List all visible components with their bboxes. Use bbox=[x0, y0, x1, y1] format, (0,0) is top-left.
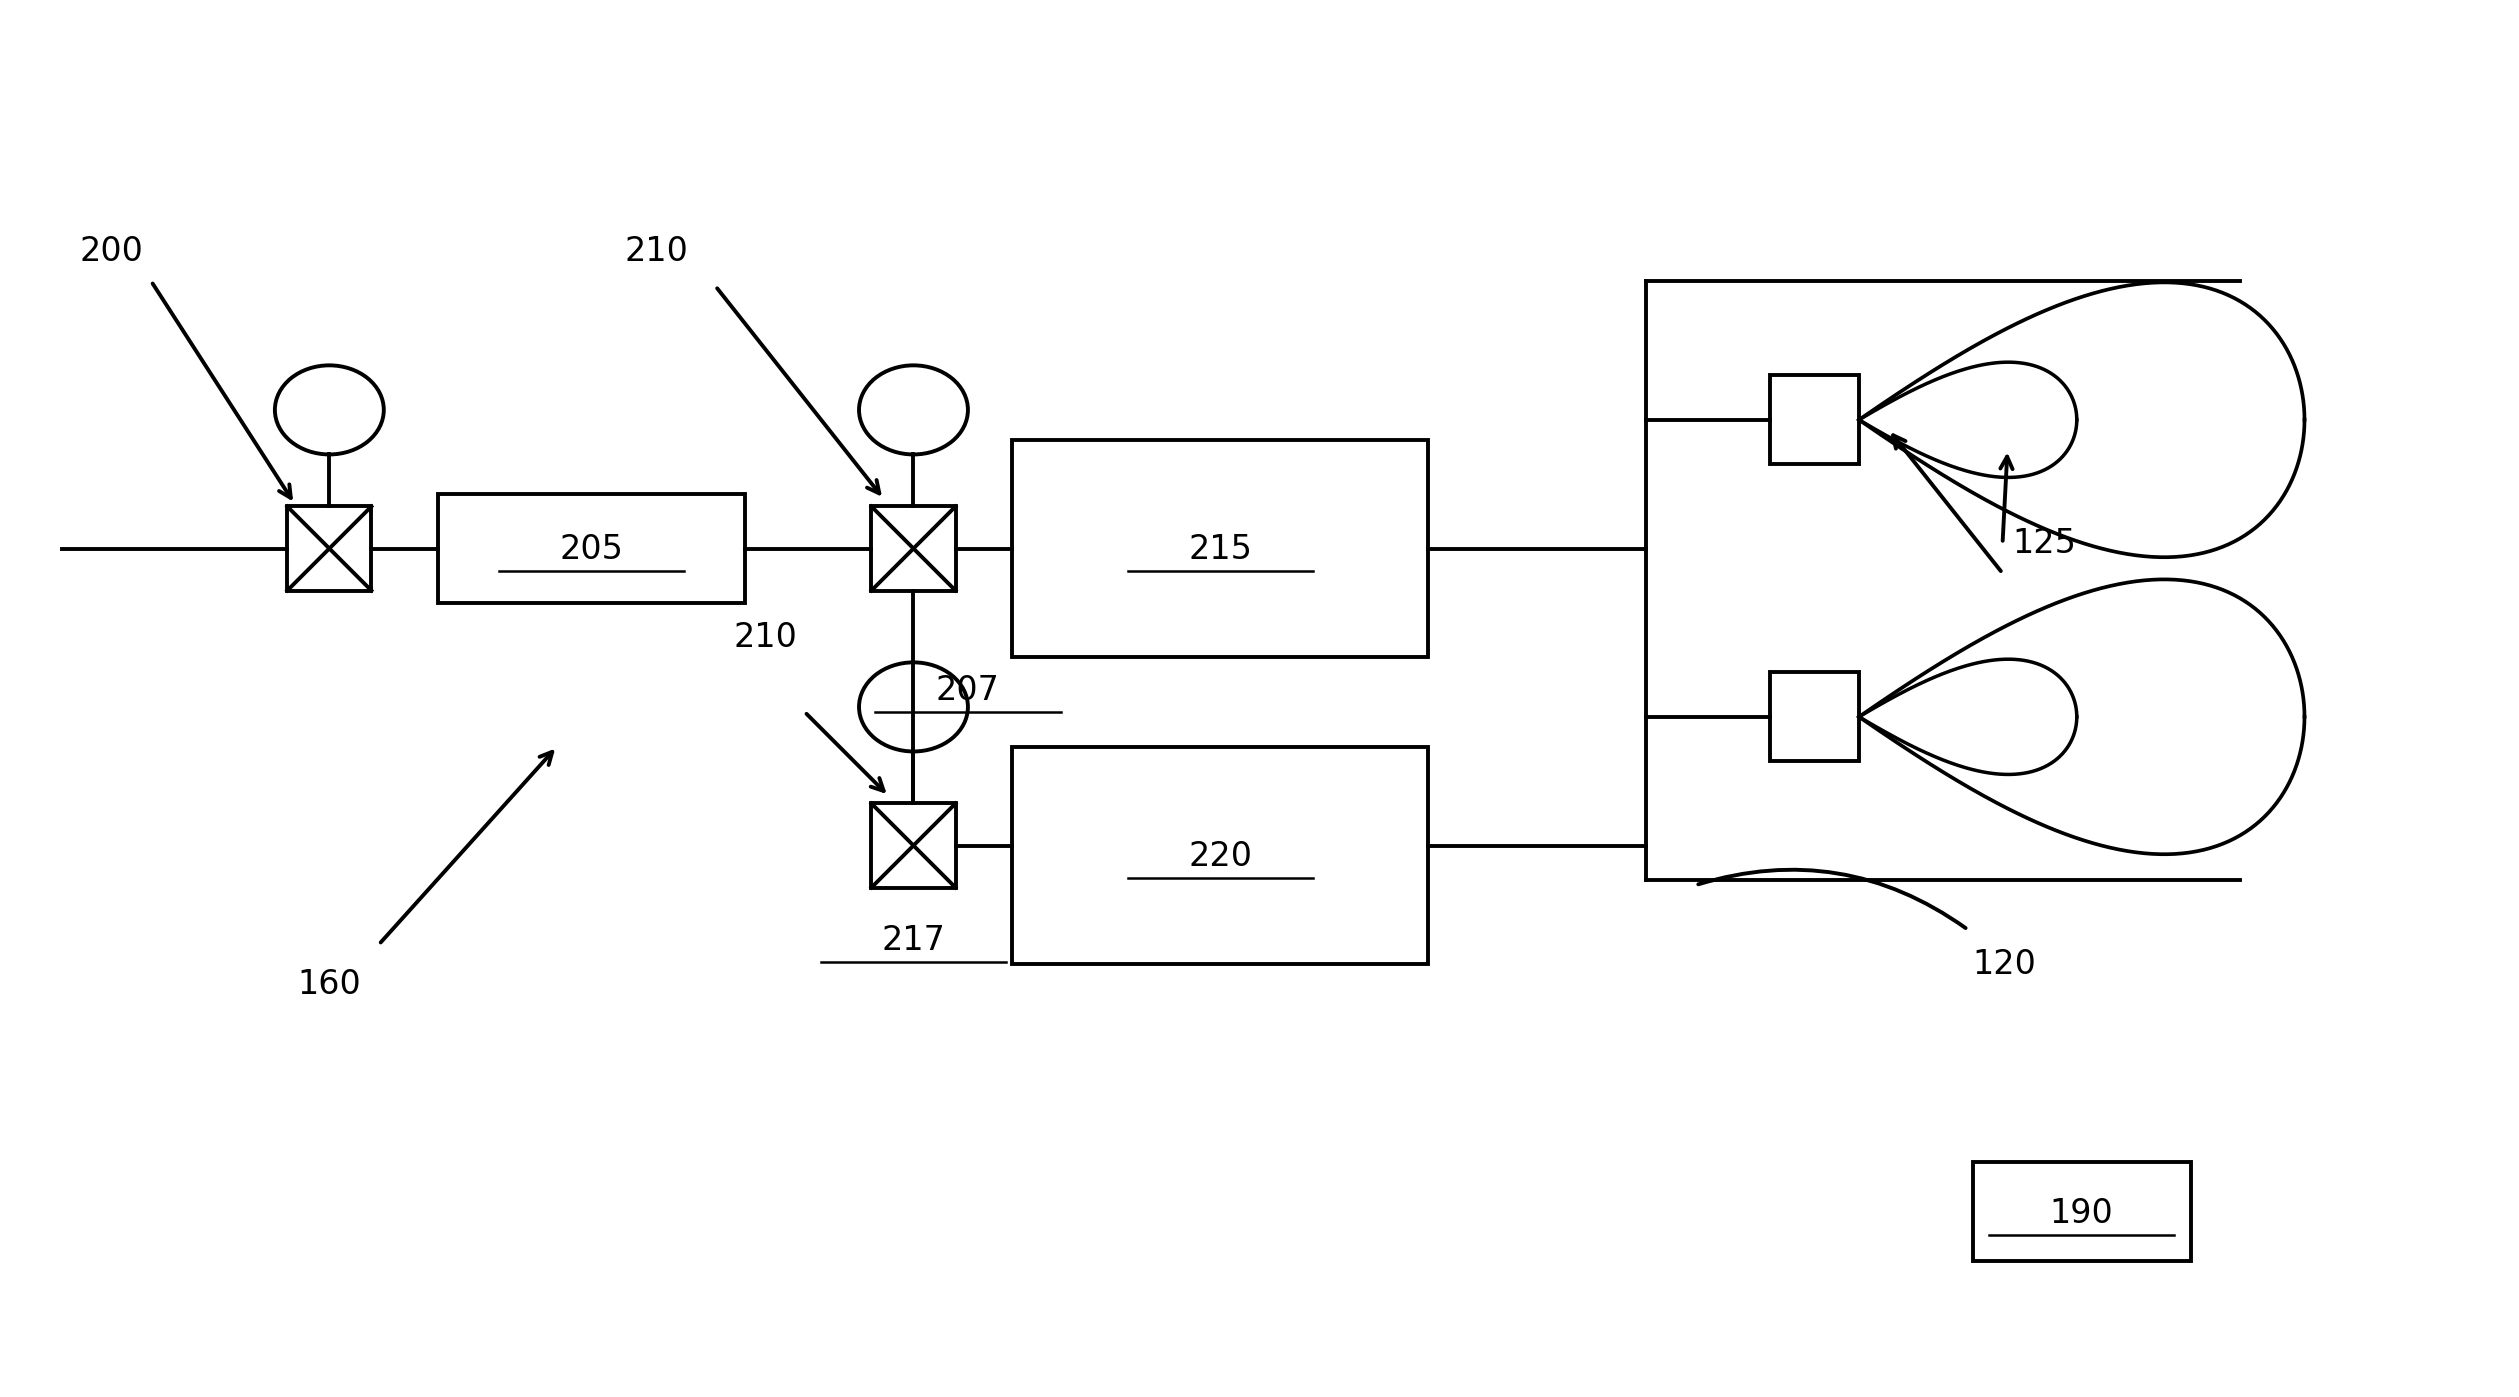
Bar bbox=[1771, 376, 1859, 464]
Text: 210: 210 bbox=[733, 622, 796, 654]
Bar bbox=[1013, 440, 1428, 658]
Bar bbox=[872, 803, 955, 887]
Bar bbox=[1972, 1162, 2192, 1261]
Text: 215: 215 bbox=[1189, 534, 1252, 566]
Text: 200: 200 bbox=[81, 235, 144, 268]
Bar bbox=[1013, 746, 1428, 964]
Text: 120: 120 bbox=[1972, 947, 2038, 981]
Text: 220: 220 bbox=[1189, 840, 1252, 873]
Text: 190: 190 bbox=[2050, 1197, 2113, 1229]
Text: 217: 217 bbox=[882, 923, 945, 957]
Text: 125: 125 bbox=[2013, 527, 2076, 560]
Bar bbox=[287, 507, 370, 591]
Bar bbox=[438, 495, 746, 604]
Bar bbox=[872, 507, 955, 591]
Bar bbox=[1771, 672, 1859, 761]
Text: 210: 210 bbox=[625, 235, 688, 268]
Text: 207: 207 bbox=[937, 673, 1000, 707]
Text: 160: 160 bbox=[297, 968, 360, 1000]
Text: 205: 205 bbox=[559, 534, 625, 566]
